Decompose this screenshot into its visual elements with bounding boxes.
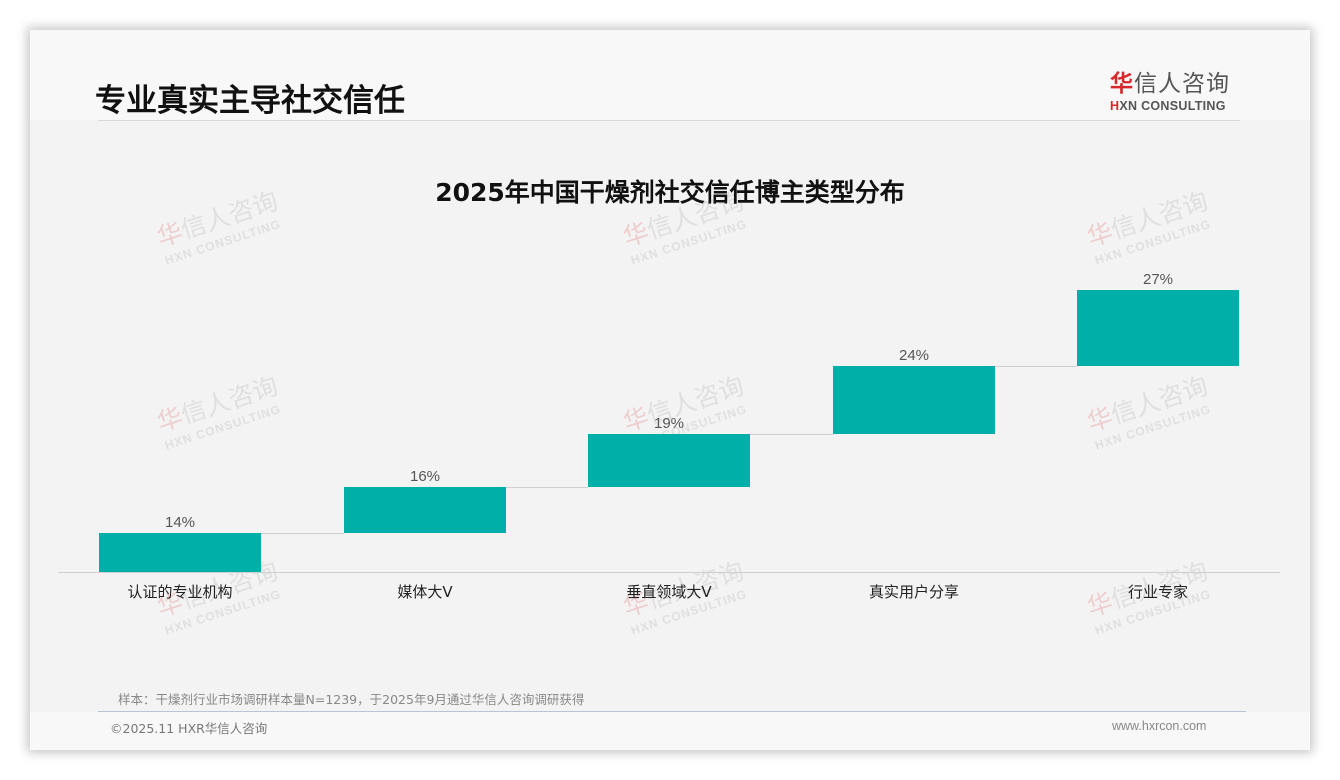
footer-divider [98,711,1246,712]
logo-english: HXN CONSULTING [1110,99,1245,113]
logo-en-red: H [1110,99,1120,113]
bar [344,487,506,533]
title-divider [98,120,1240,121]
source-note: 样本：干燥剂行业市场调研样本量N=1239，于2025年9月通过华信人咨询调研获… [118,692,585,707]
logo-red-char: 华 [1110,71,1134,97]
step-connector [261,532,344,534]
slide: 专业真实主导社交信任 华信人咨询 HXN CONSULTING 华信人咨询 HXN… [30,30,1310,750]
bar-value-label: 14% [164,513,196,531]
brand-logo: 华信人咨询 HXN CONSULTING [1110,64,1245,113]
bar-value-label: 16% [409,468,441,486]
bar-value-label: 19% [653,414,685,432]
category-label: 媒体大V [397,583,453,601]
logo-en-text: XN CONSULTING [1119,99,1226,113]
bar [588,433,750,488]
logo-chinese: 华信人咨询 [1110,64,1245,98]
chart-title: 2025年中国干燥剂社交信任博主类型分布 [435,178,905,207]
category-label: 认证的专业机构 [127,583,233,601]
website-link: www.hxrcon.com [1112,719,1207,733]
bar [1077,290,1239,367]
x-axis-line [58,572,1280,573]
category-label: 行业专家 [1127,583,1188,601]
category-label: 真实用户分享 [868,583,959,601]
bar-value-label: 24% [898,347,930,365]
bar [99,532,261,572]
logo-text: 信人咨询 [1134,71,1230,97]
bar [833,366,995,434]
bar-value-label: 27% [1142,271,1174,288]
copyright: ©2025.11 HXR华信人咨询 [110,721,268,736]
header-band [30,30,1310,120]
step-connector [995,366,1077,368]
step-connector [750,433,833,435]
waterfall-chart: 14% 认证的专业机构 16% 媒体大V 19% 垂直领域大V 24% 真实用户分享 27% 行业… [30,30,1310,750]
step-connector [506,487,588,489]
page-title: 专业真实主导社交信任 [95,83,405,119]
footer-band [30,712,1310,750]
category-label: 垂直领域大V [626,583,712,601]
